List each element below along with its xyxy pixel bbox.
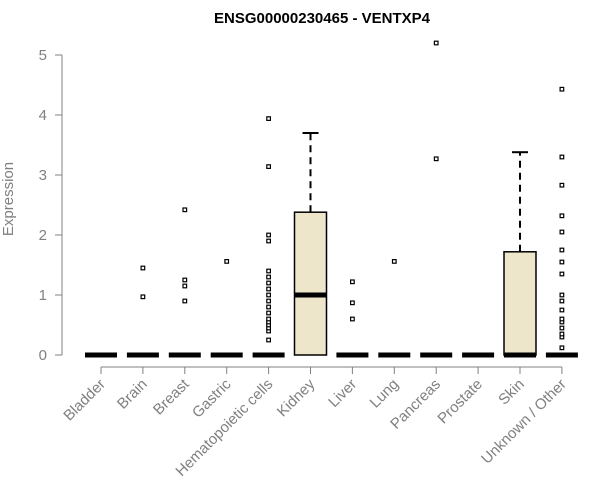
outlier-point bbox=[182, 298, 188, 304]
box-group bbox=[126, 265, 159, 358]
y-tick-label: 3 bbox=[39, 167, 47, 184]
box-group bbox=[293, 132, 328, 356]
outlier-point bbox=[182, 283, 188, 289]
x-tick-label: Brain bbox=[114, 376, 151, 413]
y-tick-label: 1 bbox=[39, 287, 47, 304]
box-group bbox=[545, 86, 578, 358]
outlier-point bbox=[350, 300, 355, 306]
outlier-point bbox=[559, 271, 565, 277]
y-tick-label: 0 bbox=[39, 347, 47, 364]
outlier-point bbox=[350, 279, 355, 285]
outlier-point bbox=[140, 294, 146, 300]
outlier-point bbox=[224, 259, 230, 264]
box-group bbox=[252, 116, 285, 358]
outlier-point bbox=[266, 292, 271, 298]
outlier-point bbox=[266, 316, 271, 322]
outlier-point bbox=[266, 232, 271, 238]
outlier-point bbox=[559, 213, 565, 219]
outlier-point bbox=[266, 298, 271, 304]
outlier-point bbox=[559, 298, 565, 304]
box-group bbox=[336, 279, 369, 358]
y-tick-label: 2 bbox=[39, 227, 47, 244]
x-tick-label: Liver bbox=[325, 376, 360, 411]
x-tick-label: Prostate bbox=[434, 376, 486, 428]
outlier-point bbox=[266, 310, 271, 316]
outlier-point bbox=[559, 247, 565, 253]
boxes-layer bbox=[85, 40, 578, 358]
outlier-point bbox=[559, 307, 565, 313]
chart-title: ENSG00000230465 - VENTXP4 bbox=[214, 10, 431, 27]
outlier-point bbox=[559, 345, 565, 351]
outlier-point bbox=[559, 229, 565, 235]
y-axis: 0 1 2 3 4 5 bbox=[39, 47, 63, 364]
outlier-point bbox=[182, 207, 188, 213]
outlier-point bbox=[266, 238, 271, 244]
outlier-point bbox=[433, 156, 439, 162]
outlier-point bbox=[433, 40, 439, 46]
box bbox=[503, 251, 537, 356]
outlier-point bbox=[559, 86, 565, 92]
outlier-point bbox=[266, 116, 271, 122]
box bbox=[293, 211, 328, 356]
x-tick-label: Skin bbox=[495, 376, 528, 409]
outlier-point bbox=[350, 316, 355, 322]
x-tick-label: Bladder bbox=[60, 376, 109, 425]
outlier-point bbox=[266, 337, 271, 343]
outlier-point bbox=[266, 286, 271, 292]
outlier-point bbox=[266, 274, 271, 280]
y-tick-label: 5 bbox=[39, 47, 47, 64]
y-axis-label: Expression bbox=[0, 162, 17, 236]
box-group bbox=[210, 259, 243, 358]
outlier-point bbox=[266, 280, 271, 286]
y-tick-label: 4 bbox=[39, 107, 47, 124]
box-group bbox=[378, 259, 411, 358]
outlier-point bbox=[266, 164, 271, 170]
box-group bbox=[420, 40, 453, 358]
outlier-point bbox=[559, 331, 565, 337]
outlier-point bbox=[182, 277, 188, 283]
box-group bbox=[503, 151, 537, 358]
outlier-point bbox=[559, 154, 565, 160]
outlier-point bbox=[559, 182, 565, 188]
outlier-point bbox=[266, 268, 271, 274]
outlier-point bbox=[140, 265, 146, 271]
outlier-point bbox=[559, 259, 565, 265]
outlier-point bbox=[559, 316, 565, 322]
x-tick-label: Lung bbox=[367, 376, 403, 412]
box-group bbox=[168, 207, 201, 358]
outlier-point bbox=[391, 259, 397, 264]
outlier-point bbox=[559, 292, 565, 298]
x-tick-label: Breast bbox=[150, 375, 193, 418]
outlier-point bbox=[559, 325, 565, 331]
outlier-point bbox=[266, 304, 271, 310]
x-tick-label: Kidney bbox=[274, 375, 319, 420]
